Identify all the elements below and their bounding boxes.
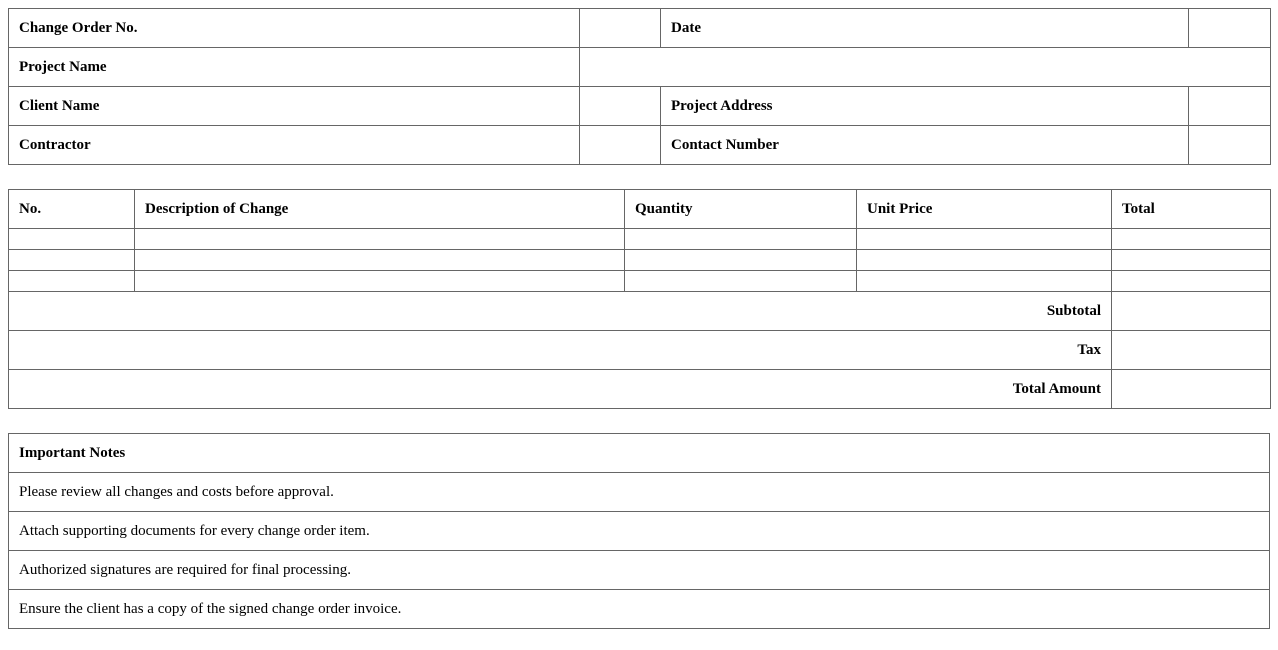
cell-description[interactable] <box>134 249 625 271</box>
table-row: Client Name Project Address <box>8 86 1271 126</box>
contractor-field[interactable] <box>579 125 661 165</box>
date-label: Date <box>660 8 1189 48</box>
cell-description[interactable] <box>134 228 625 250</box>
list-item: Attach supporting documents for every ch… <box>8 511 1270 551</box>
table-row: Contractor Contact Number <box>8 125 1271 165</box>
change-order-no-label: Change Order No. <box>8 8 580 48</box>
cell-unit-price[interactable] <box>856 270 1112 292</box>
cell-no[interactable] <box>8 270 135 292</box>
column-header-unit-price: Unit Price <box>856 189 1112 229</box>
change-order-no-field[interactable] <box>579 8 661 48</box>
table-row <box>8 228 1271 250</box>
cell-no[interactable] <box>8 228 135 250</box>
subtotal-label: Subtotal <box>8 291 1112 331</box>
client-name-field[interactable] <box>579 86 661 126</box>
table-header-row: No. Description of Change Quantity Unit … <box>8 189 1271 229</box>
cell-quantity[interactable] <box>624 270 857 292</box>
table-row: Project Name <box>8 47 1271 87</box>
note-text: Ensure the client has a copy of the sign… <box>8 589 1270 629</box>
column-header-total: Total <box>1111 189 1271 229</box>
table-row: Change Order No. Date <box>8 8 1271 48</box>
change-order-info-table: Change Order No. Date Project Name Clien… <box>8 8 1271 165</box>
project-address-label: Project Address <box>660 86 1189 126</box>
table-row <box>8 249 1271 271</box>
project-name-field[interactable] <box>579 47 1271 87</box>
list-item: Please review all changes and costs befo… <box>8 472 1270 512</box>
tax-label: Tax <box>8 330 1112 370</box>
total-amount-label: Total Amount <box>8 369 1112 409</box>
tax-field[interactable] <box>1111 330 1271 370</box>
subtotal-field[interactable] <box>1111 291 1271 331</box>
cell-quantity[interactable] <box>624 249 857 271</box>
total-amount-row: Total Amount <box>8 369 1271 409</box>
cell-unit-price[interactable] <box>856 228 1112 250</box>
subtotal-row: Subtotal <box>8 291 1271 331</box>
client-name-label: Client Name <box>8 86 580 126</box>
contractor-label: Contractor <box>8 125 580 165</box>
date-field[interactable] <box>1188 8 1271 48</box>
important-notes-table: Important Notes Please review all change… <box>8 433 1270 629</box>
cell-quantity[interactable] <box>624 228 857 250</box>
list-item: Authorized signatures are required for f… <box>8 550 1270 590</box>
contact-number-label: Contact Number <box>660 125 1189 165</box>
table-row <box>8 270 1271 292</box>
column-header-quantity: Quantity <box>624 189 857 229</box>
list-item: Ensure the client has a copy of the sign… <box>8 589 1270 629</box>
cell-total[interactable] <box>1111 270 1271 292</box>
change-items-table: No. Description of Change Quantity Unit … <box>8 189 1271 409</box>
column-header-no: No. <box>8 189 135 229</box>
project-name-label: Project Name <box>8 47 580 87</box>
notes-title: Important Notes <box>8 433 1270 473</box>
cell-total[interactable] <box>1111 249 1271 271</box>
project-address-field[interactable] <box>1188 86 1271 126</box>
tax-row: Tax <box>8 330 1271 370</box>
note-text: Attach supporting documents for every ch… <box>8 511 1270 551</box>
note-text: Authorized signatures are required for f… <box>8 550 1270 590</box>
note-text: Please review all changes and costs befo… <box>8 472 1270 512</box>
cell-total[interactable] <box>1111 228 1271 250</box>
column-header-description: Description of Change <box>134 189 625 229</box>
cell-no[interactable] <box>8 249 135 271</box>
table-header-row: Important Notes <box>8 433 1270 473</box>
cell-description[interactable] <box>134 270 625 292</box>
contact-number-field[interactable] <box>1188 125 1271 165</box>
total-amount-field[interactable] <box>1111 369 1271 409</box>
cell-unit-price[interactable] <box>856 249 1112 271</box>
